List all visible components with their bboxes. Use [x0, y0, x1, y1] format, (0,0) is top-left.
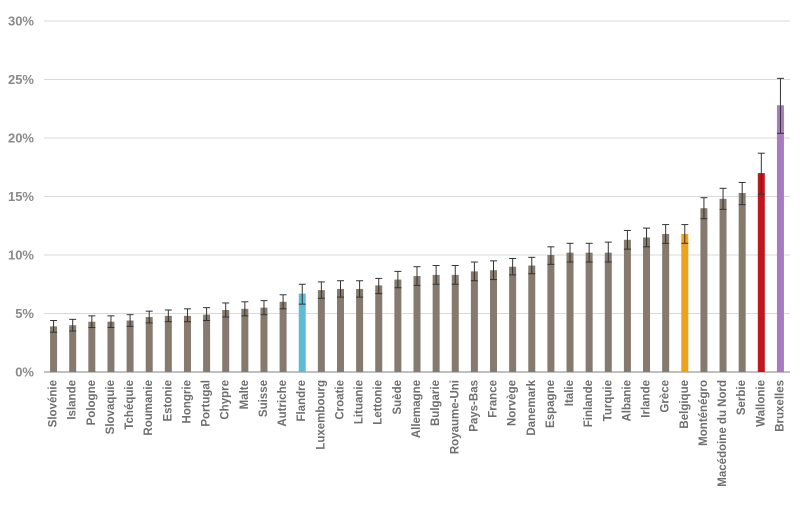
bar: [528, 265, 536, 372]
bar: [203, 314, 211, 372]
x-tick-label: Norvège: [507, 380, 519, 426]
bar: [470, 271, 478, 372]
x-tick-label: France: [488, 380, 500, 418]
x-tick-label: Portugal: [201, 380, 213, 427]
bar: [298, 293, 306, 372]
x-tick-label: Autriche: [277, 380, 289, 427]
bar: [394, 279, 402, 372]
bar: [222, 309, 230, 372]
bar: [776, 105, 784, 373]
bar: [509, 266, 517, 372]
y-tick-label: 10%: [8, 248, 34, 263]
x-tick-label: Hongrie: [182, 380, 194, 423]
y-tick-label: 0%: [15, 365, 34, 380]
bar: [183, 315, 191, 372]
x-tick-label: Danemark: [526, 379, 538, 435]
x-tick-label: Croatie: [335, 380, 347, 420]
y-tick-label: 20%: [8, 131, 34, 146]
bar: [260, 307, 268, 372]
x-tick-label: Slovénie: [48, 380, 60, 427]
x-tick-label: Lituanie: [354, 380, 366, 424]
x-tick-label: Flandre: [296, 380, 308, 422]
bar: [336, 288, 344, 372]
bar: [126, 320, 134, 372]
x-tick-label: Slovaquie: [105, 380, 117, 434]
y-tick-label: 30%: [8, 14, 34, 29]
bar: [50, 326, 58, 372]
x-tick-label: Bruxelles: [774, 380, 786, 432]
y-tick-label: 25%: [8, 72, 34, 87]
x-tick-label: Finlande: [583, 380, 595, 427]
bar: [145, 317, 153, 372]
bar: [490, 270, 498, 372]
bar: [432, 274, 440, 372]
y-tick-label: 15%: [8, 189, 34, 204]
error-bars: [50, 77, 784, 333]
x-tick-label: Wallonie: [755, 380, 767, 427]
bar: [700, 208, 708, 372]
x-tick-label: Italie: [564, 380, 576, 406]
y-axis: 0% 5% 10% 15% 20% 25% 30%: [8, 14, 34, 380]
bar: [585, 252, 593, 372]
x-tick-label: Espagne: [545, 380, 557, 428]
bar: [681, 233, 689, 372]
x-tick-label: Suisse: [258, 380, 270, 417]
bar: [413, 276, 421, 372]
x-tick-label: Pologne: [86, 380, 98, 425]
bar: [317, 290, 325, 372]
x-tick-label: Belgique: [679, 380, 691, 429]
x-tick-label: Chypre: [220, 380, 232, 420]
x-axis: Slovénie Islande Pologne Slovaquie Tchéquie R…: [48, 379, 787, 486]
x-tick-label: Royaume-Uni: [449, 380, 461, 454]
x-tick-label: Turquie: [602, 380, 614, 421]
bar: [451, 274, 459, 372]
bar: [757, 173, 765, 372]
x-tick-label: Roumanie: [143, 380, 155, 436]
x-tick-label: Estonie: [162, 380, 174, 422]
bar: [566, 252, 574, 372]
x-tick-label: Lettonie: [373, 380, 385, 425]
x-tick-label: Monténégro: [698, 380, 710, 446]
bar: [738, 192, 746, 372]
x-tick-label: Grèce: [660, 380, 672, 413]
y-tick-label: 5%: [15, 306, 34, 321]
bar: [643, 237, 651, 372]
bar: [69, 325, 77, 372]
x-tick-label: Macédoine du Nord: [717, 380, 729, 487]
x-tick-label: Albanie: [621, 380, 633, 422]
bar: [623, 239, 631, 372]
bar: [662, 233, 670, 372]
x-tick-label: Islande: [67, 380, 79, 420]
bar: [164, 315, 172, 372]
x-tick-label: Pays-Bas: [468, 380, 480, 432]
bar: [279, 301, 287, 372]
x-tick-label: Serbie: [736, 380, 748, 415]
bar: [107, 321, 115, 372]
x-tick-label: Irlande: [641, 380, 653, 418]
x-tick-label: Luxembourg: [315, 380, 327, 450]
bar: [88, 321, 96, 372]
bars: [50, 105, 784, 373]
bar: [719, 198, 727, 372]
x-tick-label: Suède: [392, 380, 404, 415]
bar: [604, 252, 612, 372]
bar: [547, 255, 555, 372]
x-tick-label: Bulgarie: [430, 380, 442, 426]
bar: [356, 288, 364, 372]
bar: [241, 308, 249, 372]
x-tick-label: Tchéquie: [124, 380, 136, 430]
x-tick-label: Malte: [239, 380, 251, 409]
x-tick-label: Allemagne: [411, 380, 423, 438]
bar: [375, 285, 383, 372]
